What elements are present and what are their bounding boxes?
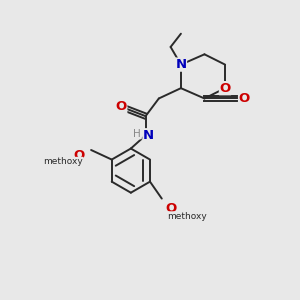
Text: N: N: [176, 58, 187, 71]
Text: O: O: [165, 202, 176, 215]
Text: methoxy: methoxy: [167, 212, 207, 221]
Text: O: O: [116, 100, 127, 113]
Text: O: O: [220, 82, 231, 95]
Text: N: N: [143, 129, 154, 142]
Text: O: O: [238, 92, 250, 105]
Text: O: O: [74, 149, 85, 162]
Text: H: H: [134, 129, 141, 139]
Text: methoxy: methoxy: [43, 157, 83, 166]
